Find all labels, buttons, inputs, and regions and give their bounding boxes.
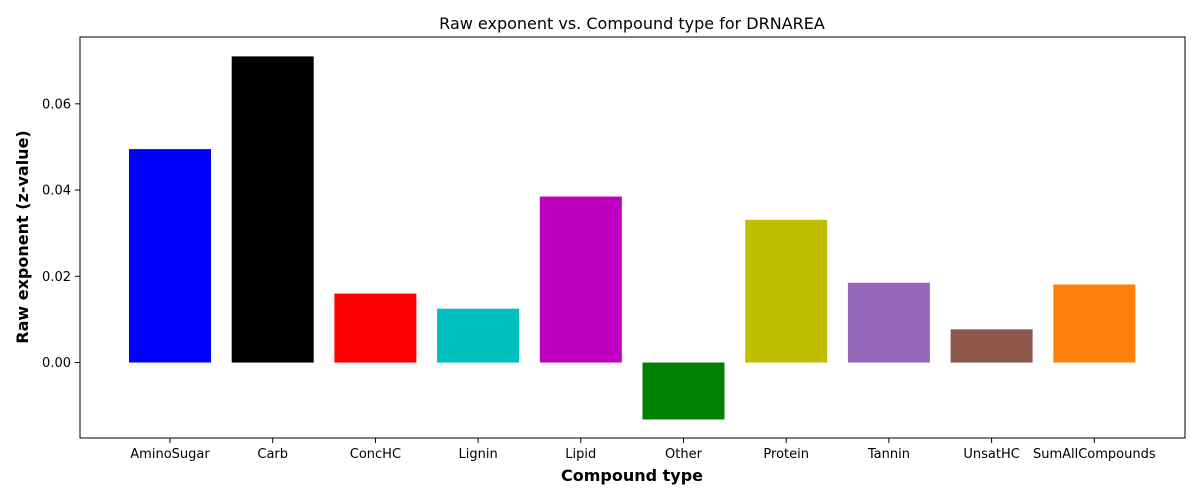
plot-frame [79,36,1186,439]
bar-sumallcompounds [1053,284,1136,363]
x-tick-label-lignin: Lignin [458,447,497,462]
bar-conchc [334,293,417,363]
bar-other [642,362,725,420]
y-tick-label: 0.00 [42,356,71,371]
y-axis-title: Raw exponent (z-value) [13,130,32,343]
x-tick-label-other: Other [665,447,703,462]
y-tick-label: 0.04 [42,184,71,199]
bar-protein [745,219,828,363]
x-tick-label-aminosugar: AminoSugar [130,447,210,462]
bar-unsathc [950,329,1033,363]
bar-carb [231,56,314,363]
bar-lignin [437,308,520,363]
x-axis-ticks: AminoSugar Carb ConcHC Lignin Lipid Other Prot… [130,438,1156,462]
bar-lipid [539,196,622,363]
y-axis-ticks: 0.00 0.02 0.04 0.06 [42,97,80,371]
y-tick-label: 0.02 [42,270,71,285]
bars-group [129,56,1136,420]
chart-title: Raw exponent vs. Compound type for DRNAR… [439,14,825,33]
y-tick-label: 0.06 [42,97,71,112]
x-tick-label-protein: Protein [763,447,809,462]
x-tick-label-conchc: ConcHC [350,447,401,462]
x-tick-label-unsathc: UnsatHC [963,447,1019,462]
bar-aminosugar [129,149,211,363]
x-tick-label-carb: Carb [257,447,288,462]
x-tick-label-tannin: Tannin [867,447,910,462]
x-tick-label-sumallcompounds: SumAllCompounds [1033,447,1156,462]
x-axis-title: Compound type [561,466,703,485]
bar-tannin [847,282,930,363]
x-tick-label-lipid: Lipid [565,447,596,462]
